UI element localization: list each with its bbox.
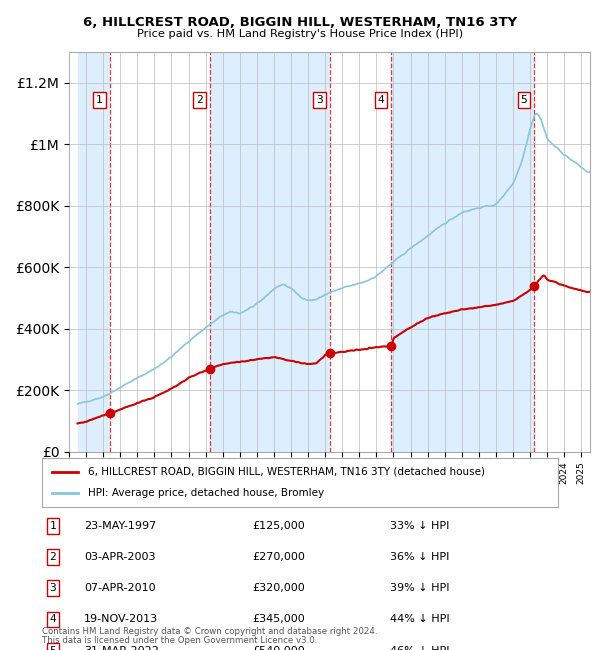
Text: 46% ↓ HPI: 46% ↓ HPI — [390, 645, 449, 650]
Bar — [110, 52, 210, 452]
Text: 4: 4 — [49, 614, 56, 625]
Text: 33% ↓ HPI: 33% ↓ HPI — [390, 521, 449, 531]
Text: 4: 4 — [378, 95, 385, 105]
Text: 5: 5 — [521, 95, 527, 105]
Text: 31-MAR-2022: 31-MAR-2022 — [84, 645, 159, 650]
Text: 2: 2 — [196, 95, 203, 105]
Text: 36% ↓ HPI: 36% ↓ HPI — [390, 552, 449, 562]
Text: £345,000: £345,000 — [252, 614, 305, 625]
Text: 44% ↓ HPI: 44% ↓ HPI — [390, 614, 449, 625]
Text: 07-APR-2010: 07-APR-2010 — [84, 583, 155, 593]
Text: 03-APR-2003: 03-APR-2003 — [84, 552, 155, 562]
Text: 1: 1 — [49, 521, 56, 531]
Text: 19-NOV-2013: 19-NOV-2013 — [84, 614, 158, 625]
Bar — [391, 52, 535, 452]
Text: Contains HM Land Registry data © Crown copyright and database right 2024.: Contains HM Land Registry data © Crown c… — [42, 627, 377, 636]
Text: 1: 1 — [96, 95, 103, 105]
Bar — [330, 52, 391, 452]
Text: £540,000: £540,000 — [252, 645, 305, 650]
Text: 39% ↓ HPI: 39% ↓ HPI — [390, 583, 449, 593]
Text: 3: 3 — [316, 95, 323, 105]
Bar — [535, 52, 590, 452]
Text: £270,000: £270,000 — [252, 552, 305, 562]
Bar — [210, 52, 330, 452]
Text: Price paid vs. HM Land Registry's House Price Index (HPI): Price paid vs. HM Land Registry's House … — [137, 29, 463, 39]
Text: This data is licensed under the Open Government Licence v3.0.: This data is licensed under the Open Gov… — [42, 636, 317, 645]
Text: 6, HILLCREST ROAD, BIGGIN HILL, WESTERHAM, TN16 3TY (detached house): 6, HILLCREST ROAD, BIGGIN HILL, WESTERHA… — [88, 467, 485, 477]
Text: 6, HILLCREST ROAD, BIGGIN HILL, WESTERHAM, TN16 3TY: 6, HILLCREST ROAD, BIGGIN HILL, WESTERHA… — [83, 16, 517, 29]
Text: £320,000: £320,000 — [252, 583, 305, 593]
Bar — [77, 52, 110, 452]
Text: £125,000: £125,000 — [252, 521, 305, 531]
Text: 2: 2 — [49, 552, 56, 562]
Text: 5: 5 — [49, 645, 56, 650]
Text: 23-MAY-1997: 23-MAY-1997 — [84, 521, 156, 531]
Text: HPI: Average price, detached house, Bromley: HPI: Average price, detached house, Brom… — [88, 488, 325, 499]
Text: 3: 3 — [49, 583, 56, 593]
